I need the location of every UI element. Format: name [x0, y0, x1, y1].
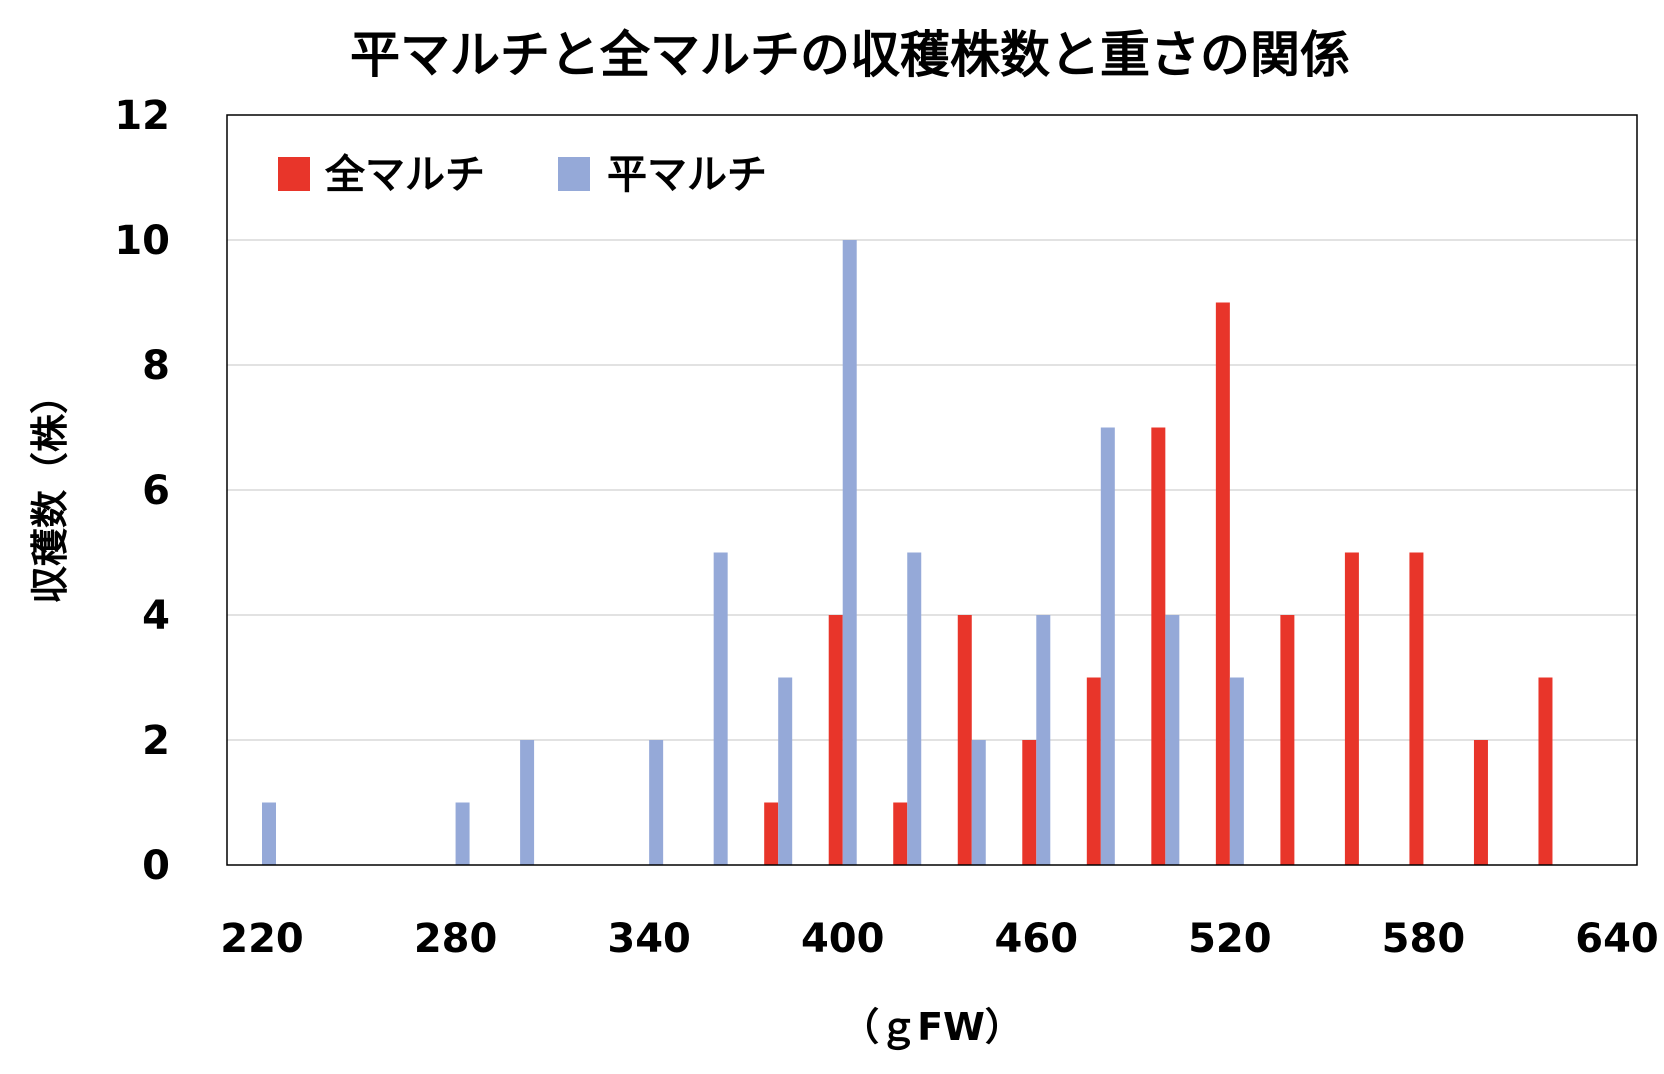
x-axis-label: （ｇFW）	[841, 1005, 1023, 1050]
x-tick-label: 400	[801, 916, 885, 962]
y-tick-label: 8	[142, 343, 170, 389]
bar-series-1	[1036, 615, 1051, 865]
bar-series-0	[1409, 552, 1424, 865]
x-tick-label: 280	[414, 916, 498, 962]
bar-series-0	[1151, 427, 1166, 865]
legend-label-series-0: 全マルチ	[324, 152, 485, 198]
bar-series-1	[971, 740, 986, 865]
bar-series-0	[957, 615, 972, 865]
y-tick-label: 12	[114, 93, 170, 139]
y-tick-label: 0	[142, 843, 170, 889]
bar-series-1	[1165, 615, 1180, 865]
legend-label-series-1: 平マルチ	[607, 152, 767, 198]
bar-series-1	[455, 802, 470, 865]
y-tick-label: 2	[142, 718, 170, 764]
legend: 全マルチ 平マルチ	[278, 152, 767, 198]
bar-series-0	[1473, 740, 1488, 865]
bar-series-0	[1538, 677, 1553, 865]
y-axis-label: 収穫数（株）	[28, 376, 72, 604]
bar-series-0	[1280, 615, 1295, 865]
bar-series-0	[764, 802, 779, 865]
x-tick-label: 580	[1382, 916, 1466, 962]
bar-series-1	[262, 802, 276, 865]
bars	[262, 240, 1553, 865]
legend-swatch-series-0	[278, 157, 310, 191]
x-tick-label: 460	[995, 916, 1079, 962]
y-tick-label: 10	[114, 218, 170, 264]
x-tick-labels: 220 280 340 400 460 520 580 640	[220, 916, 1659, 962]
bar-series-1	[842, 240, 857, 865]
bar-series-1	[907, 552, 922, 865]
x-tick-label: 520	[1188, 916, 1272, 962]
y-tick-labels: 0 2 4 6 8 10 12	[114, 93, 170, 889]
y-tick-label: 6	[142, 468, 170, 514]
x-tick-label: 220	[220, 916, 304, 962]
bar-series-1	[778, 677, 793, 865]
bar-series-1	[1100, 427, 1115, 865]
plot-area-frame	[226, 114, 1638, 866]
bar-series-0	[1344, 552, 1359, 865]
bar-series-1	[713, 552, 728, 865]
x-tick-label: 340	[607, 916, 691, 962]
gridlines	[227, 239, 1637, 741]
x-tick-label: 640	[1575, 916, 1659, 962]
legend-swatch-series-1	[558, 157, 590, 191]
bar-series-1	[1229, 677, 1244, 865]
bar-series-1	[520, 740, 535, 865]
chart-title: 平マルチと全マルチの収穫株数と重さの関係	[350, 26, 1350, 84]
bar-series-0	[893, 802, 908, 865]
bar-series-0	[1215, 302, 1230, 865]
bar-series-0	[828, 615, 843, 865]
bar-series-0	[1086, 677, 1101, 865]
y-tick-label: 4	[142, 593, 170, 639]
bar-series-1	[649, 740, 664, 865]
bar-series-0	[1022, 740, 1037, 865]
